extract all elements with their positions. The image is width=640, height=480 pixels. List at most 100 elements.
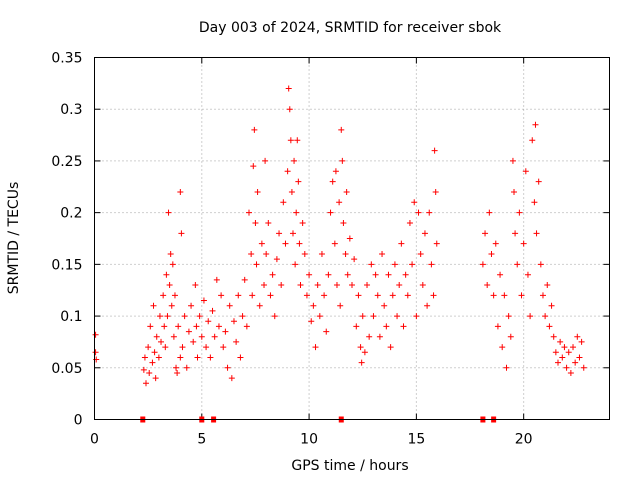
- data-point: [160, 292, 167, 299]
- data-point: [430, 292, 437, 299]
- data-point: [368, 261, 375, 268]
- data-point: [228, 375, 235, 382]
- data-point: [364, 282, 371, 289]
- data-point: [276, 230, 283, 237]
- data-point: [291, 157, 298, 164]
- data-point: [385, 271, 392, 278]
- data-point: [532, 121, 539, 128]
- data-point: [329, 178, 336, 185]
- data-point: [332, 168, 339, 175]
- data-point: [289, 230, 296, 237]
- data-point: [169, 261, 176, 268]
- data-point: [179, 344, 186, 351]
- data-point: [415, 209, 422, 216]
- data-point: [246, 209, 252, 216]
- data-point: [314, 282, 321, 289]
- data-point: [92, 331, 99, 338]
- data-point: [215, 323, 222, 330]
- data-point: [316, 313, 323, 320]
- chart-title: Day 003 of 2024, SRMTID for receiver sbo…: [199, 20, 502, 36]
- data-point: [539, 292, 546, 299]
- data-point: [205, 318, 212, 325]
- data-point: [563, 364, 570, 371]
- x-axis-label: GPS time / hours: [291, 458, 408, 474]
- data-point: [171, 292, 178, 299]
- data-point: [230, 318, 237, 325]
- data-point: [537, 261, 544, 268]
- y-tick-label: 0: [74, 413, 83, 429]
- data-point: [293, 209, 300, 216]
- data-point: [336, 199, 343, 206]
- data-point: [151, 349, 158, 356]
- data-point: [432, 188, 439, 195]
- data-point: [248, 251, 255, 258]
- data-point: [141, 354, 148, 361]
- data-point: [295, 178, 302, 185]
- y-tick-label: 0.25: [51, 154, 82, 170]
- data-point: [285, 85, 292, 92]
- data-point: [211, 333, 218, 340]
- data-point: [299, 219, 306, 226]
- data-point: [185, 328, 192, 335]
- data-point: [286, 106, 293, 113]
- data-point: [224, 364, 231, 371]
- data-point: [198, 333, 205, 340]
- data-point: [351, 256, 358, 263]
- data-point: [146, 369, 153, 376]
- data-point: [580, 364, 587, 371]
- data-point: [550, 333, 557, 340]
- data-point: [361, 349, 368, 356]
- data-point: [346, 235, 353, 242]
- y-tick-label: 0.05: [51, 361, 82, 377]
- data-point: [203, 344, 210, 351]
- data-point: [164, 313, 171, 320]
- data-point: [323, 328, 330, 335]
- data-point: [531, 199, 538, 206]
- data-point: [145, 344, 152, 351]
- data-point: [505, 313, 512, 320]
- data-point: [400, 323, 407, 330]
- data-point: [499, 344, 506, 351]
- data-point: [404, 292, 411, 299]
- data-point: [488, 251, 495, 258]
- data-point: [503, 364, 510, 371]
- data-point: [150, 302, 157, 309]
- data-point: [353, 323, 360, 330]
- data-point: [310, 302, 317, 309]
- data-point: [193, 323, 200, 330]
- data-point: [391, 261, 398, 268]
- data-point: [175, 323, 182, 330]
- data-point: [327, 209, 334, 216]
- grid-lines: [94, 57, 610, 420]
- data-point: [237, 354, 244, 361]
- x-tick-label: 20: [515, 432, 533, 448]
- data-point: [233, 338, 240, 345]
- data-point: [321, 292, 328, 299]
- data-point: [349, 282, 355, 289]
- data-point: [165, 209, 172, 216]
- y-tick-label: 0.1: [60, 309, 82, 325]
- data-point: [253, 261, 260, 268]
- data-point: [514, 261, 521, 268]
- data-point: [181, 313, 188, 320]
- data-point: [518, 292, 525, 299]
- data-point: [383, 323, 390, 330]
- data-point: [177, 354, 184, 361]
- data-point: [524, 271, 531, 278]
- data-point: [200, 297, 207, 304]
- data-point: [490, 292, 497, 299]
- data-point: [424, 302, 431, 309]
- data-point: [374, 292, 381, 299]
- data-point: [256, 302, 263, 309]
- data-point: [140, 366, 147, 373]
- data-point: [218, 292, 225, 299]
- data-point: [419, 282, 426, 289]
- data-point: [533, 230, 540, 237]
- x-tick-label: 10: [300, 432, 318, 448]
- data-point: [209, 307, 216, 314]
- data-point: [194, 354, 201, 361]
- data-point: [258, 240, 265, 247]
- data-point: [192, 282, 199, 289]
- data-point: [163, 271, 170, 278]
